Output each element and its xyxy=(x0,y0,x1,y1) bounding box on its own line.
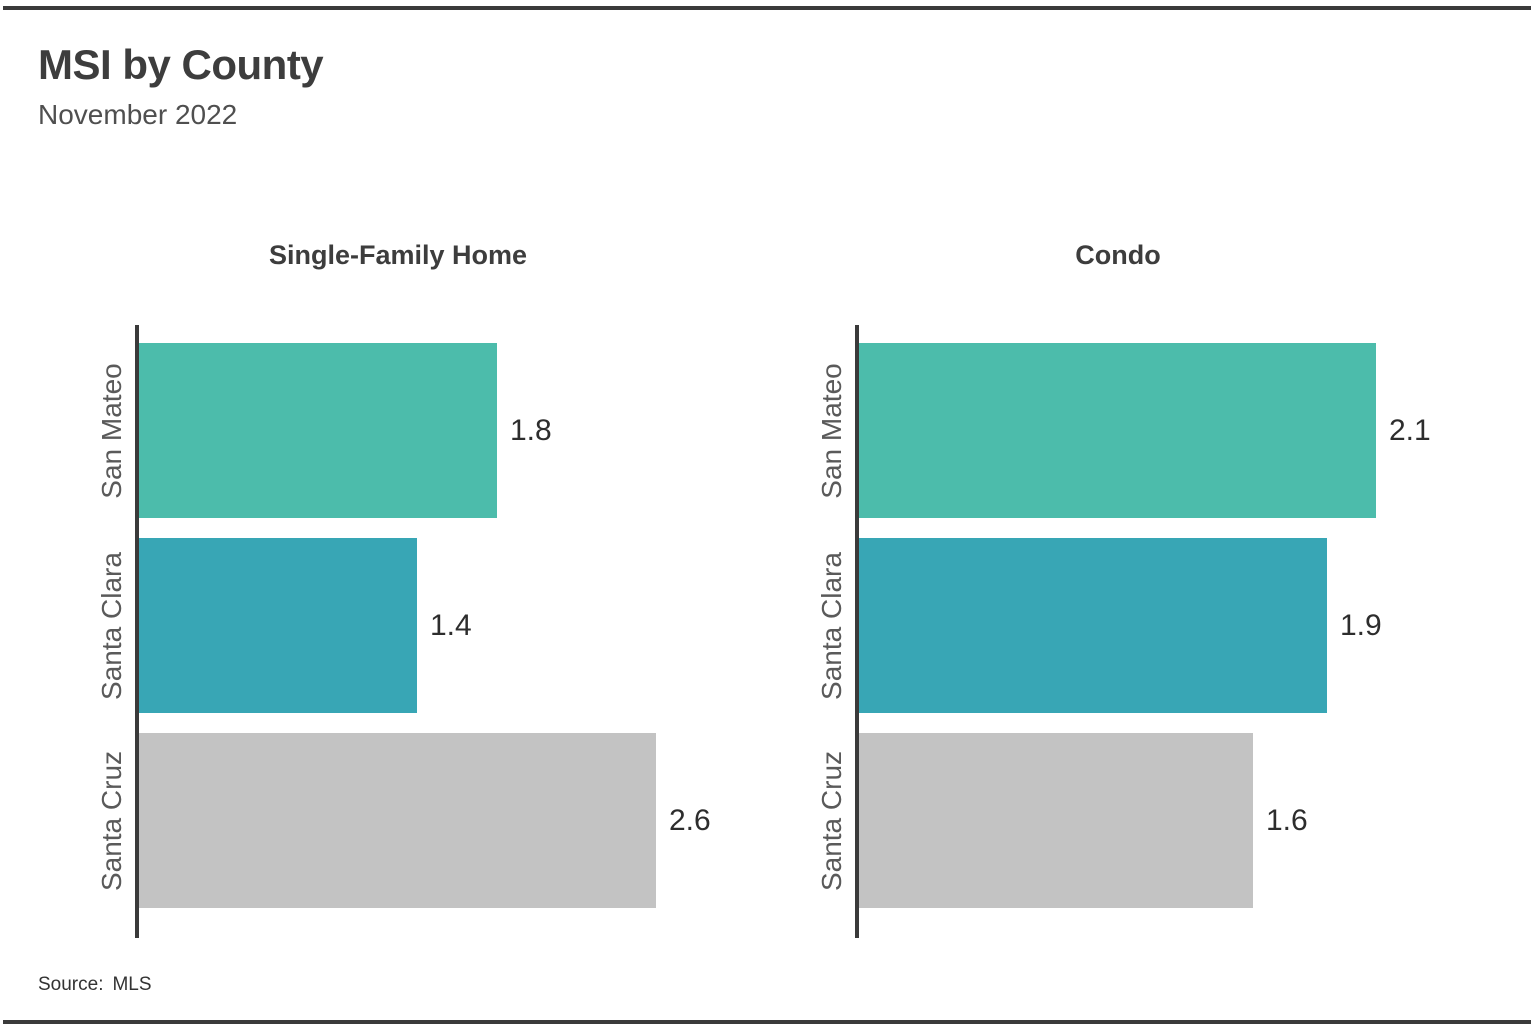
value-label-santa-cruz-condo: 1.6 xyxy=(1266,803,1308,837)
plot-condo: San Mateo Santa Clara Santa Cruz 2.1 1.9 xyxy=(758,325,1478,938)
category-label-santa-clara: Santa Clara xyxy=(96,552,127,700)
bottom-rule-divider xyxy=(3,1020,1531,1024)
bar-row-san-mateo: 2.1 xyxy=(859,343,1478,518)
category-label-san-mateo: San Mateo xyxy=(96,363,127,499)
facet-condo: Condo San Mateo Santa Clara Santa Cruz 2… xyxy=(758,238,1478,938)
bar-san-mateo-condo xyxy=(859,343,1376,518)
bar-row-santa-clara: 1.4 xyxy=(139,538,758,713)
category-label-san-mateo: San Mateo xyxy=(816,363,847,499)
facet-title-single-family: Single-Family Home xyxy=(268,240,528,270)
bar-santa-clara-sfh xyxy=(139,538,417,713)
bar-row-santa-cruz: 1.6 xyxy=(859,733,1478,908)
charts-row: Single-Family Home San Mateo Santa Clara… xyxy=(38,238,1478,938)
category-label-santa-cruz: Santa Cruz xyxy=(816,750,847,892)
bar-santa-cruz-condo xyxy=(859,733,1253,908)
category-label-santa-cruz: Santa Cruz xyxy=(96,750,127,892)
category-axis-condo: San Mateo Santa Clara Santa Cruz xyxy=(758,325,855,938)
source-label: Source: xyxy=(38,974,104,995)
source-attribution: Source: MLS xyxy=(38,974,152,996)
bars-area-condo: 2.1 1.9 1.6 xyxy=(855,325,1478,938)
category-axis-single-family: San Mateo Santa Clara Santa Cruz xyxy=(38,325,135,938)
facet-title-condo: Condo xyxy=(1075,240,1161,270)
bar-row-san-mateo: 1.8 xyxy=(139,343,758,518)
value-label-santa-clara-condo: 1.9 xyxy=(1340,608,1382,642)
bar-row-santa-cruz: 2.6 xyxy=(139,733,758,908)
bar-santa-cruz-sfh xyxy=(139,733,656,908)
value-label-santa-cruz-sfh: 2.6 xyxy=(669,803,711,837)
page-subtitle: November 2022 xyxy=(38,99,238,131)
page-title: MSI by County xyxy=(38,41,324,88)
bar-santa-clara-condo xyxy=(859,538,1327,713)
plot-single-family: San Mateo Santa Clara Santa Cruz 1.8 1.4 xyxy=(38,325,758,938)
bars-area-single-family: 1.8 1.4 2.6 xyxy=(135,325,758,938)
value-label-san-mateo-condo: 2.1 xyxy=(1389,413,1431,447)
value-label-santa-clara-sfh: 1.4 xyxy=(430,608,472,642)
category-label-santa-clara: Santa Clara xyxy=(816,552,847,700)
facet-single-family: Single-Family Home San Mateo Santa Clara… xyxy=(38,238,758,938)
top-rule-divider xyxy=(3,6,1531,10)
source-value: MLS xyxy=(112,974,152,995)
bar-row-santa-clara: 1.9 xyxy=(859,538,1478,713)
bar-san-mateo-sfh xyxy=(139,343,497,518)
value-label-san-mateo-sfh: 1.8 xyxy=(510,413,552,447)
chart-header: MSI by County November 2022 xyxy=(38,41,324,131)
